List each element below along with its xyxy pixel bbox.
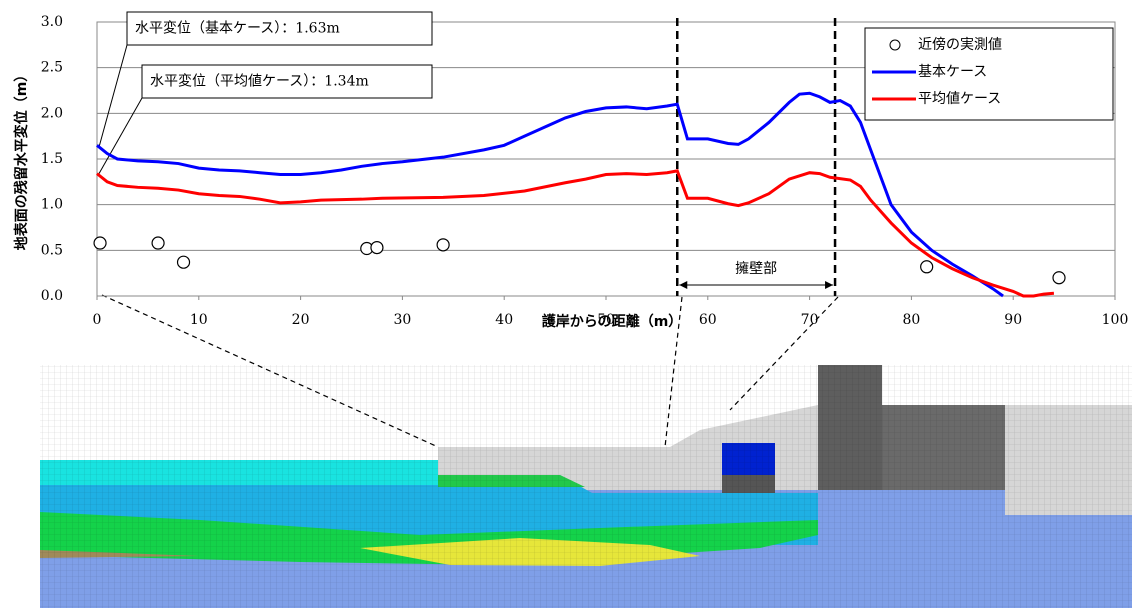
y-tick-label: 2.0 [41, 105, 63, 121]
legend-label: 近傍の実測値 [918, 36, 1002, 53]
x-tick-label: 20 [292, 312, 310, 328]
y-tick-label: 1.0 [41, 197, 63, 213]
data-point [176, 255, 191, 269]
data-point [370, 240, 384, 255]
x-axis-label: 護岸からの距離（m） [542, 313, 683, 330]
x-tick-label: 90 [1004, 312, 1022, 328]
wall-label-bg [720, 258, 793, 280]
x-tick-label: 0 [93, 312, 102, 328]
data-point [151, 236, 165, 250]
legend-box [864, 27, 1114, 121]
data-line [96, 169, 1055, 298]
callout-box [141, 64, 433, 99]
y-tick-label: 2.5 [41, 60, 63, 76]
x-tick-label: 50 [597, 312, 615, 328]
data-point [1052, 271, 1066, 285]
data-point [436, 238, 450, 252]
y-tick-label: 0.5 [41, 242, 63, 258]
x-tick-label: 10 [190, 312, 208, 328]
data-point [93, 236, 107, 250]
x-tick-label: 70 [801, 312, 819, 328]
callout-arrow [98, 97, 143, 174]
wall-label: 擁壁部 [735, 261, 777, 277]
leader-lines [101, 294, 839, 448]
callout-text: 水平変位（平均値ケース）：1.34m [150, 73, 369, 90]
data-point [920, 260, 934, 274]
x-tick-label: 60 [699, 312, 717, 328]
legend-label: 平均値ケース [918, 91, 1001, 107]
y-tick-label: 3.0 [41, 14, 63, 30]
legend-symbol [889, 39, 901, 51]
y-tick-label: 1.5 [41, 151, 63, 167]
x-tick-label: 100 [1102, 312, 1129, 328]
legend-label: 基本ケース [918, 63, 987, 80]
x-tick-label: 30 [393, 312, 411, 328]
y-axis-label: 地表面の残留水平変位（m） [13, 68, 30, 251]
callout-arrow [98, 44, 128, 148]
callout-text: 水平変位（基本ケース）：1.63m [135, 20, 340, 37]
y-tick-label: 0.0 [41, 288, 63, 304]
x-tick-label: 80 [902, 312, 920, 328]
x-tick-label: 40 [495, 312, 513, 328]
callout-box [126, 11, 433, 46]
data-line [96, 91, 1004, 298]
cross-section [0, 365, 1132, 608]
